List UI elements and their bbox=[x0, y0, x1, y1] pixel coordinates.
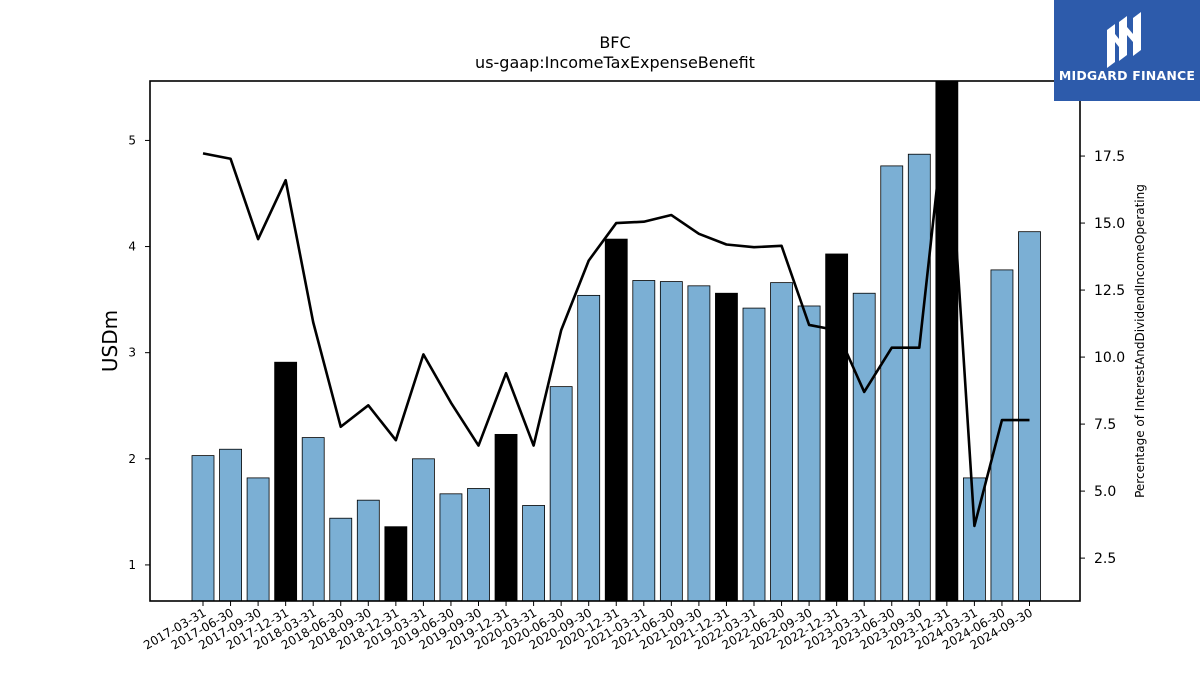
x-axis: 2017-03-312017-06-302017-09-302017-12-31… bbox=[141, 601, 1035, 652]
y2-tick-label: 10.0 bbox=[1094, 350, 1125, 366]
bar bbox=[632, 280, 656, 602]
bar bbox=[329, 517, 353, 602]
bar bbox=[659, 281, 683, 602]
y-tick-label: 4 bbox=[128, 240, 136, 254]
bar bbox=[1018, 231, 1041, 602]
bar bbox=[742, 307, 766, 602]
y2-tick-label: 2.5 bbox=[1094, 551, 1116, 567]
bar bbox=[274, 361, 298, 602]
y2-tick-label: 5.0 bbox=[1094, 484, 1116, 500]
bar bbox=[522, 505, 545, 602]
series-line bbox=[202, 95, 1030, 528]
chart-subtitle: us-gaap:IncomeTaxExpenseBenefit bbox=[475, 53, 755, 72]
y-tick-label: 2 bbox=[128, 452, 136, 466]
chart-title: BFC bbox=[599, 33, 631, 52]
y2-tick-label: 7.5 bbox=[1094, 417, 1116, 433]
logo-text: MIDGARD FINANCE bbox=[1058, 68, 1196, 83]
bar bbox=[797, 305, 821, 602]
bar bbox=[549, 386, 573, 602]
bar bbox=[687, 285, 711, 602]
bar bbox=[907, 153, 931, 602]
y2-tick-label: 12.5 bbox=[1094, 283, 1125, 299]
y-axis-right: 2.5 5.0 7.5 10.0 12.5 15.0 17.5 bbox=[1080, 149, 1125, 567]
midgard-logo-icon bbox=[1107, 12, 1141, 68]
bar bbox=[604, 238, 628, 602]
y2-tick-label: 15.0 bbox=[1094, 216, 1125, 232]
bar bbox=[770, 282, 793, 602]
bar bbox=[191, 455, 215, 602]
bar bbox=[577, 294, 601, 602]
bar bbox=[411, 458, 435, 602]
y2-tick-label: 17.5 bbox=[1094, 149, 1125, 165]
bars-layer bbox=[191, 80, 1041, 602]
y-axis-left: 1 2 3 4 5 bbox=[128, 133, 150, 572]
y-tick-label: 1 bbox=[128, 558, 136, 572]
bar bbox=[825, 253, 849, 602]
bar bbox=[219, 448, 242, 602]
line-layer bbox=[202, 95, 1030, 528]
bar bbox=[384, 526, 408, 602]
bar bbox=[301, 437, 325, 602]
brand-logo: MIDGARD FINANCE bbox=[1054, 0, 1200, 101]
plot-frame bbox=[149, 80, 1081, 602]
y-tick-label: 3 bbox=[128, 346, 136, 360]
bar bbox=[467, 488, 490, 602]
bar bbox=[880, 165, 904, 602]
y-axis-label: USDm bbox=[98, 310, 122, 372]
bar bbox=[356, 499, 380, 602]
bar bbox=[246, 477, 270, 602]
bar bbox=[852, 292, 876, 602]
y-tick-label: 5 bbox=[128, 133, 136, 147]
bar bbox=[715, 292, 738, 602]
y2-axis-label: Percentage of InterestAndDividendIncomeO… bbox=[1133, 184, 1147, 498]
bar bbox=[439, 493, 463, 602]
bar bbox=[990, 269, 1014, 602]
bar bbox=[494, 433, 518, 602]
